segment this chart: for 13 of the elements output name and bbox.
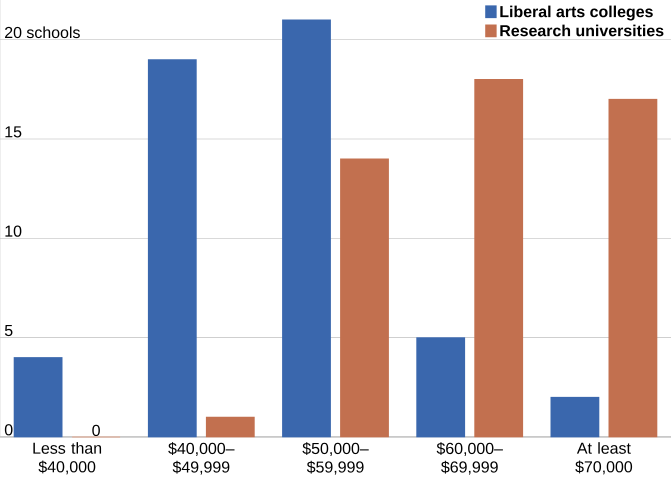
data-label: 0	[92, 424, 100, 436]
legend-label: Research universities	[500, 24, 664, 36]
y-tick-label: 10	[5, 225, 22, 237]
y-tick-label: 20 schools	[5, 26, 80, 38]
x-tick-label: $60,000– $69,999	[436, 442, 503, 475]
y-tick-label: 0	[4, 424, 12, 436]
x-tick-label: $50,000– $59,999	[302, 442, 369, 475]
x-tick-label: $40,000– $49,999	[168, 442, 235, 475]
legend-label: Liberal arts colleges	[500, 6, 653, 21]
y-tick-label: 5	[4, 324, 12, 336]
x-tick-label: At least $70,000	[575, 442, 632, 474]
x-tick-label: Less than $40,000	[33, 442, 102, 474]
y-tick-label: 15	[5, 126, 22, 138]
